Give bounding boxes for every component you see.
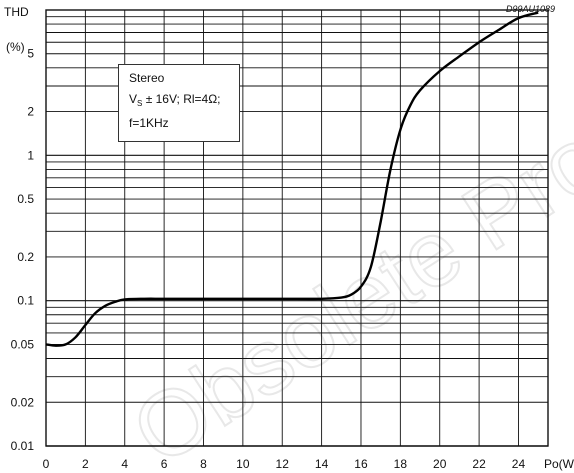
x-tick-label: 18 <box>394 457 408 471</box>
x-tick-label: 12 <box>276 457 290 471</box>
legend-mode: Stereo <box>129 71 165 85</box>
y-tick-label: 2 <box>27 105 34 119</box>
legend-supply: VS ± 16V; Rl=4Ω; <box>129 92 221 108</box>
x-tick-label: 14 <box>315 457 329 471</box>
legend-frequency: f=1KHz <box>129 116 169 130</box>
y-tick-label: 5 <box>27 47 34 61</box>
x-axis-label: Po(W) <box>544 457 574 471</box>
y-tick-label: 0.01 <box>11 439 35 453</box>
x-tick-label: 24 <box>512 457 526 471</box>
thd-curve <box>45 11 539 347</box>
y-axis-unit: (%) <box>6 40 25 54</box>
y-tick-label: 0.1 <box>17 294 34 308</box>
series-group <box>45 11 539 347</box>
legend-supply-value: ± 16V; Rl=4Ω; <box>142 92 221 106</box>
x-tick-label: 4 <box>121 457 128 471</box>
conditions-legend: Stereo VS ± 16V; Rl=4Ω; f=1KHz <box>118 64 240 142</box>
grid-lines <box>45 9 549 447</box>
x-tick-label: 20 <box>433 457 447 471</box>
y-tick-label: 0.02 <box>11 395 35 409</box>
y-tick-label: 0.5 <box>17 192 34 206</box>
x-tick-label: 6 <box>161 457 168 471</box>
y-tick-label: 0.2 <box>17 250 34 264</box>
legend-supply-subscript: S <box>137 99 143 108</box>
x-tick-label: 2 <box>82 457 89 471</box>
y-axis-label: THD <box>4 5 29 19</box>
x-tick-label: 0 <box>43 457 50 471</box>
x-tick-label: 10 <box>236 457 250 471</box>
y-tick-label: 1 <box>27 148 34 162</box>
x-tick-label: 8 <box>200 457 207 471</box>
legend-supply-symbol: V <box>129 92 138 106</box>
plot-frame <box>45 9 549 447</box>
y-tick-label: 0.05 <box>11 337 35 351</box>
document-code: D99AU1089 <box>506 4 555 14</box>
x-tick-label: 16 <box>354 457 368 471</box>
x-tick-label: 22 <box>472 457 486 471</box>
